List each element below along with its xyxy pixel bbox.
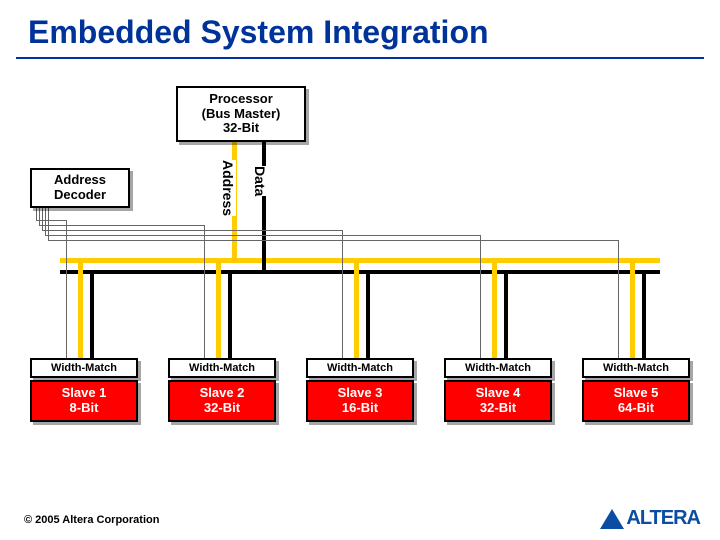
slave-4: Slave 432-Bit <box>444 380 552 422</box>
processor-box: Processor(Bus Master)32-Bit <box>176 86 306 142</box>
width-match-2: Width-Match <box>168 358 276 378</box>
slave-2: Slave 232-Bit <box>168 380 276 422</box>
copyright: © 2005 Altera Corporation <box>24 514 159 526</box>
page-title: Embedded System Integration <box>0 0 720 55</box>
width-match-4: Width-Match <box>444 358 552 378</box>
data-bus-h <box>60 270 660 274</box>
logo-triangle-icon <box>600 509 624 529</box>
address-label: Address <box>220 160 236 216</box>
title-underline <box>16 57 704 59</box>
data-bus-v <box>262 142 266 274</box>
address-decoder-box: AddressDecoder <box>30 168 130 208</box>
width-match-5: Width-Match <box>582 358 690 378</box>
width-match-1: Width-Match <box>30 358 138 378</box>
address-bus-h <box>60 258 660 263</box>
slave-3: Slave 316-Bit <box>306 380 414 422</box>
width-match-3: Width-Match <box>306 358 414 378</box>
bus-diagram: Processor(Bus Master)32-Bit AddressDecode… <box>0 70 720 490</box>
slave-1: Slave 18-Bit <box>30 380 138 422</box>
data-label: Data <box>252 166 268 196</box>
altera-logo: ALTERA <box>600 507 700 530</box>
logo-text: ALTERA <box>626 507 700 530</box>
slave-5: Slave 564-Bit <box>582 380 690 422</box>
